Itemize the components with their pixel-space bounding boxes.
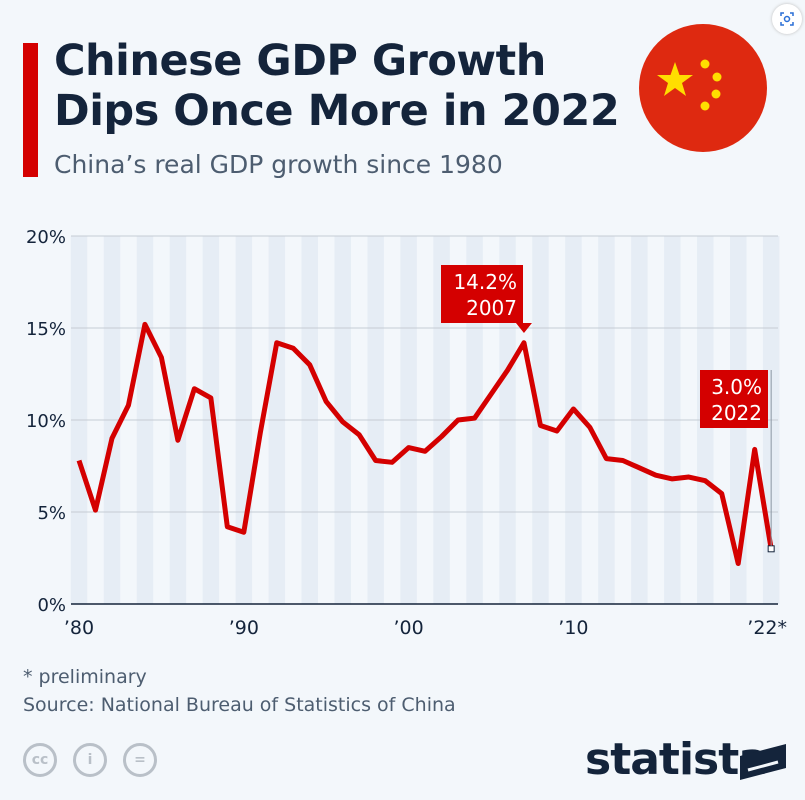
- footnote: * preliminary: [23, 666, 147, 688]
- source: Source: National Bureau of Statistics of…: [23, 694, 456, 716]
- subtitle: China’s real GDP growth since 1980: [54, 150, 503, 179]
- title-accent-bar: [23, 43, 38, 177]
- annotation-pointer: [515, 323, 532, 333]
- y-tick-label: 10%: [26, 411, 66, 432]
- china-flag-icon: [639, 24, 767, 152]
- last-point-marker: [767, 545, 775, 553]
- cc-icon[interactable]: cc: [23, 743, 57, 777]
- series-line: [76, 321, 774, 567]
- statista-logo-icon: [740, 744, 786, 780]
- x-tick-label: ’00: [393, 617, 423, 639]
- annotation-year: 2022: [711, 401, 762, 425]
- annotation-box: [700, 370, 768, 428]
- annotation-year: 2007: [466, 296, 517, 320]
- statista-logo[interactable]: statista: [585, 734, 768, 785]
- y-tick-label: 20%: [26, 227, 66, 248]
- attribution-icon[interactable]: i: [73, 743, 107, 777]
- x-tick-label: ’80: [64, 617, 94, 639]
- x-tick-label: ’90: [229, 617, 259, 639]
- annotation-value: 14.2%: [453, 270, 517, 294]
- no-derivatives-icon[interactable]: =: [123, 743, 157, 777]
- annotation-box: [441, 265, 523, 323]
- x-tick-label: ’10: [558, 617, 588, 639]
- y-tick-label: 15%: [26, 319, 66, 340]
- y-tick-label: 0%: [37, 595, 66, 616]
- scan-icon[interactable]: [772, 4, 802, 34]
- page-title: Chinese GDP Growth Dips Once More in 2022: [54, 36, 620, 136]
- x-tick-label: ’22*: [747, 617, 787, 639]
- line-chart: 0% 5% 10% 15% 20% ’80 ’90 ’00 ’10 ’22* 14.2%2007 3.…: [26, 227, 787, 639]
- annotation-value: 3.0%: [711, 375, 762, 399]
- y-tick-label: 5%: [37, 503, 66, 524]
